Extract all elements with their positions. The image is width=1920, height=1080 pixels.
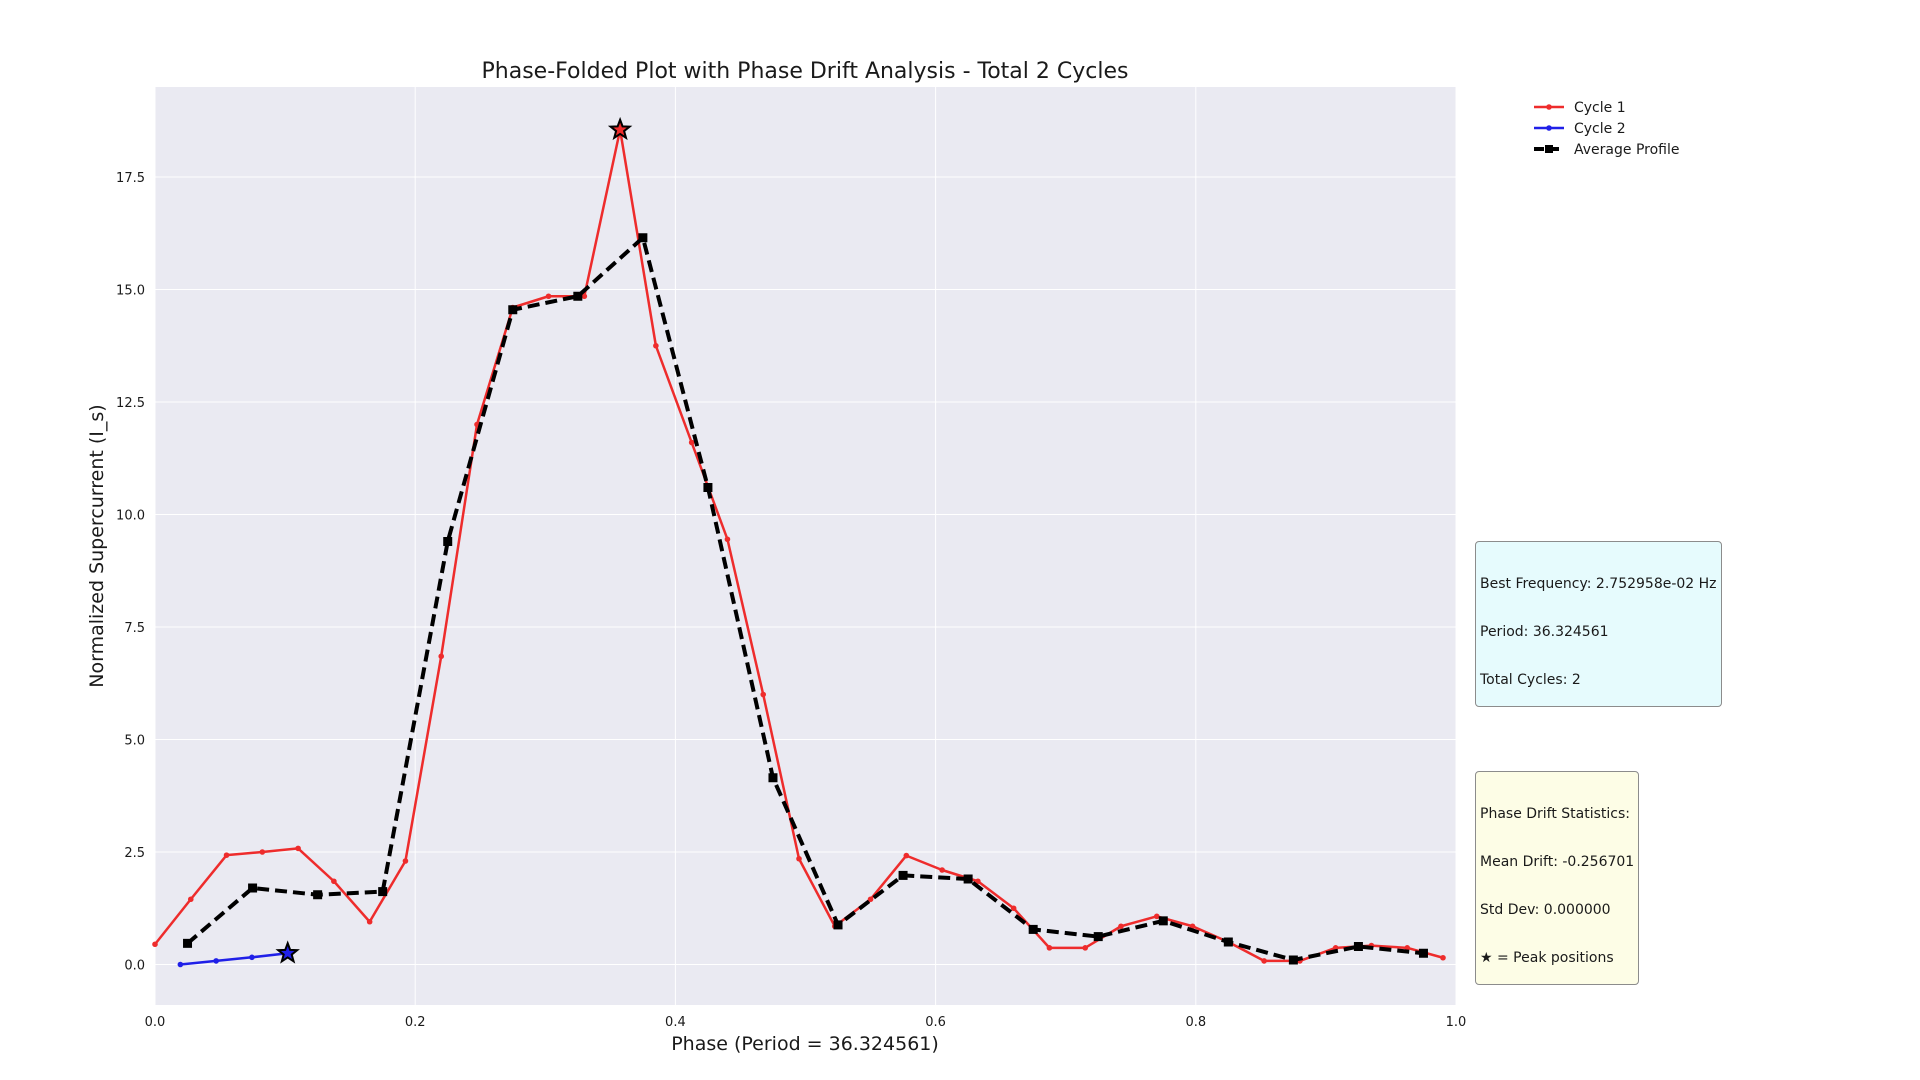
data-point-average-profile <box>703 483 713 492</box>
data-point-average-profile <box>183 938 193 948</box>
peak-star-icon <box>275 940 300 964</box>
data-point-average-profile <box>443 537 453 546</box>
data-point-average-profile <box>573 291 583 301</box>
y-tick-label: 15.0 <box>116 284 145 299</box>
data-point-cycle-1 <box>402 858 409 864</box>
y-tick-label: 17.5 <box>116 171 145 186</box>
y-tick-label: 2.5 <box>124 846 145 861</box>
chart-title: Phase-Folded Plot with Phase Drift Analy… <box>482 59 1129 84</box>
data-point-cycle-1 <box>331 878 337 885</box>
mean-drift-text: Mean Drift: -0.256701 <box>1480 854 1635 870</box>
data-point-average-profile <box>768 773 778 783</box>
period-text: Period: 36.324561 <box>1480 624 1609 640</box>
data-point-cycle-1 <box>1082 945 1089 951</box>
data-point-cycle-1 <box>259 849 266 855</box>
legend-label-average-profile: Average Profile <box>1574 142 1679 158</box>
data-point-cycle-2 <box>177 961 184 968</box>
legend-label-cycle-1: Cycle 1 <box>1574 100 1626 116</box>
x-tick-label: 1.0 <box>1446 1015 1467 1030</box>
legend: Cycle 1 Cycle 2 Average Profile <box>1534 100 1679 158</box>
std-dev-text: Std Dev: 0.000000 <box>1480 902 1611 918</box>
data-point-cycle-1 <box>903 852 910 859</box>
x-tick-label: 0.6 <box>925 1015 946 1030</box>
data-point-cycle-1 <box>545 293 552 300</box>
data-point-average-profile <box>313 890 323 900</box>
data-point-cycle-1 <box>760 691 767 698</box>
data-point-average-profile <box>833 920 843 930</box>
data-point-average-profile <box>638 233 648 243</box>
data-point-cycle-2 <box>249 954 255 961</box>
x-tick-label: 0.2 <box>405 1015 426 1030</box>
plot-area <box>155 87 1456 1005</box>
x-tick-label: 0.0 <box>145 1015 166 1030</box>
data-point-cycle-2 <box>213 958 219 964</box>
data-point-cycle-1 <box>688 439 695 446</box>
data-point-cycle-1 <box>1118 923 1124 930</box>
data-point-cycle-1 <box>867 896 874 903</box>
series-line-cycle-2 <box>180 952 288 966</box>
x-tick-label: 0.4 <box>665 1015 686 1030</box>
data-point-cycle-1 <box>724 536 731 543</box>
data-point-cycle-1 <box>796 855 802 862</box>
data-point-cycle-1 <box>1189 923 1196 930</box>
drift-stats-heading: Phase Drift Statistics: <box>1480 806 1631 822</box>
y-ticks: 0.0 2.5 5.0 7.5 10.0 12.5 15.0 17.5 <box>116 171 145 974</box>
data-point-cycle-1 <box>1046 945 1053 951</box>
best-frequency-text: Best Frequency: 2.752958e-02 Hz <box>1480 576 1717 592</box>
x-axis-label: Phase (Period = 36.324561) <box>671 1033 939 1055</box>
data-point-average-profile <box>898 870 908 880</box>
data-point-cycle-1 <box>1440 954 1446 961</box>
series-line-average-profile <box>186 235 1424 962</box>
y-tick-label: 0.0 <box>124 959 145 974</box>
data-point-cycle-1 <box>1153 913 1160 920</box>
data-point-cycle-1 <box>438 653 445 660</box>
y-axis-label: Normalized Supercurrent (I_s) <box>86 404 108 687</box>
legend-label-cycle-2: Cycle 2 <box>1574 121 1626 137</box>
data-point-average-profile <box>1353 942 1363 951</box>
y-tick-label: 5.0 <box>124 734 145 749</box>
x-tick-label: 0.8 <box>1185 1015 1206 1030</box>
data-point-cycle-1 <box>152 941 158 948</box>
y-tick-label: 12.5 <box>116 396 145 411</box>
data-point-average-profile <box>248 883 258 893</box>
data-point-average-profile <box>963 874 973 884</box>
data-point-cycle-1 <box>581 293 588 300</box>
x-ticks: 0.0 0.2 0.4 0.6 0.8 1.0 <box>145 1015 1467 1030</box>
data-point-cycle-1 <box>1261 958 1267 964</box>
data-point-average-profile <box>508 305 518 315</box>
data-point-cycle-1 <box>366 918 373 925</box>
data-point-cycle-1 <box>1404 945 1411 951</box>
series-layer <box>152 116 1446 968</box>
grid <box>154 87 1457 1005</box>
data-point-average-profile <box>1158 916 1168 926</box>
data-point-cycle-1 <box>295 845 301 852</box>
phase-drift-stats-box: Phase Drift Statistics: Mean Drift: -0.2… <box>1475 771 1640 985</box>
legend-item-cycle-1: Cycle 1 <box>1534 100 1626 116</box>
total-cycles-text: Total Cycles: 2 <box>1480 672 1581 688</box>
legend-item-average-profile: Average Profile <box>1534 142 1679 158</box>
peak-note-text: ★ = Peak positions <box>1480 950 1614 966</box>
peak-star-icon <box>607 116 633 141</box>
data-point-cycle-1 <box>223 852 230 858</box>
data-point-average-profile <box>1418 948 1428 958</box>
data-point-cycle-1 <box>975 878 981 885</box>
y-tick-label: 7.5 <box>124 621 145 636</box>
data-point-average-profile <box>1223 937 1233 947</box>
data-point-average-profile <box>1093 932 1103 942</box>
data-point-cycle-1 <box>939 867 945 873</box>
legend-item-cycle-2: Cycle 2 <box>1534 121 1626 137</box>
data-point-cycle-1 <box>187 896 194 903</box>
y-tick-label: 10.0 <box>116 509 145 524</box>
data-point-cycle-1 <box>1010 905 1017 912</box>
data-point-average-profile <box>1028 924 1038 934</box>
data-point-average-profile <box>378 887 388 897</box>
data-point-cycle-1 <box>653 342 659 349</box>
data-point-average-profile <box>1288 955 1298 965</box>
frequency-info-box: Best Frequency: 2.752958e-02 Hz Period: … <box>1475 541 1722 707</box>
